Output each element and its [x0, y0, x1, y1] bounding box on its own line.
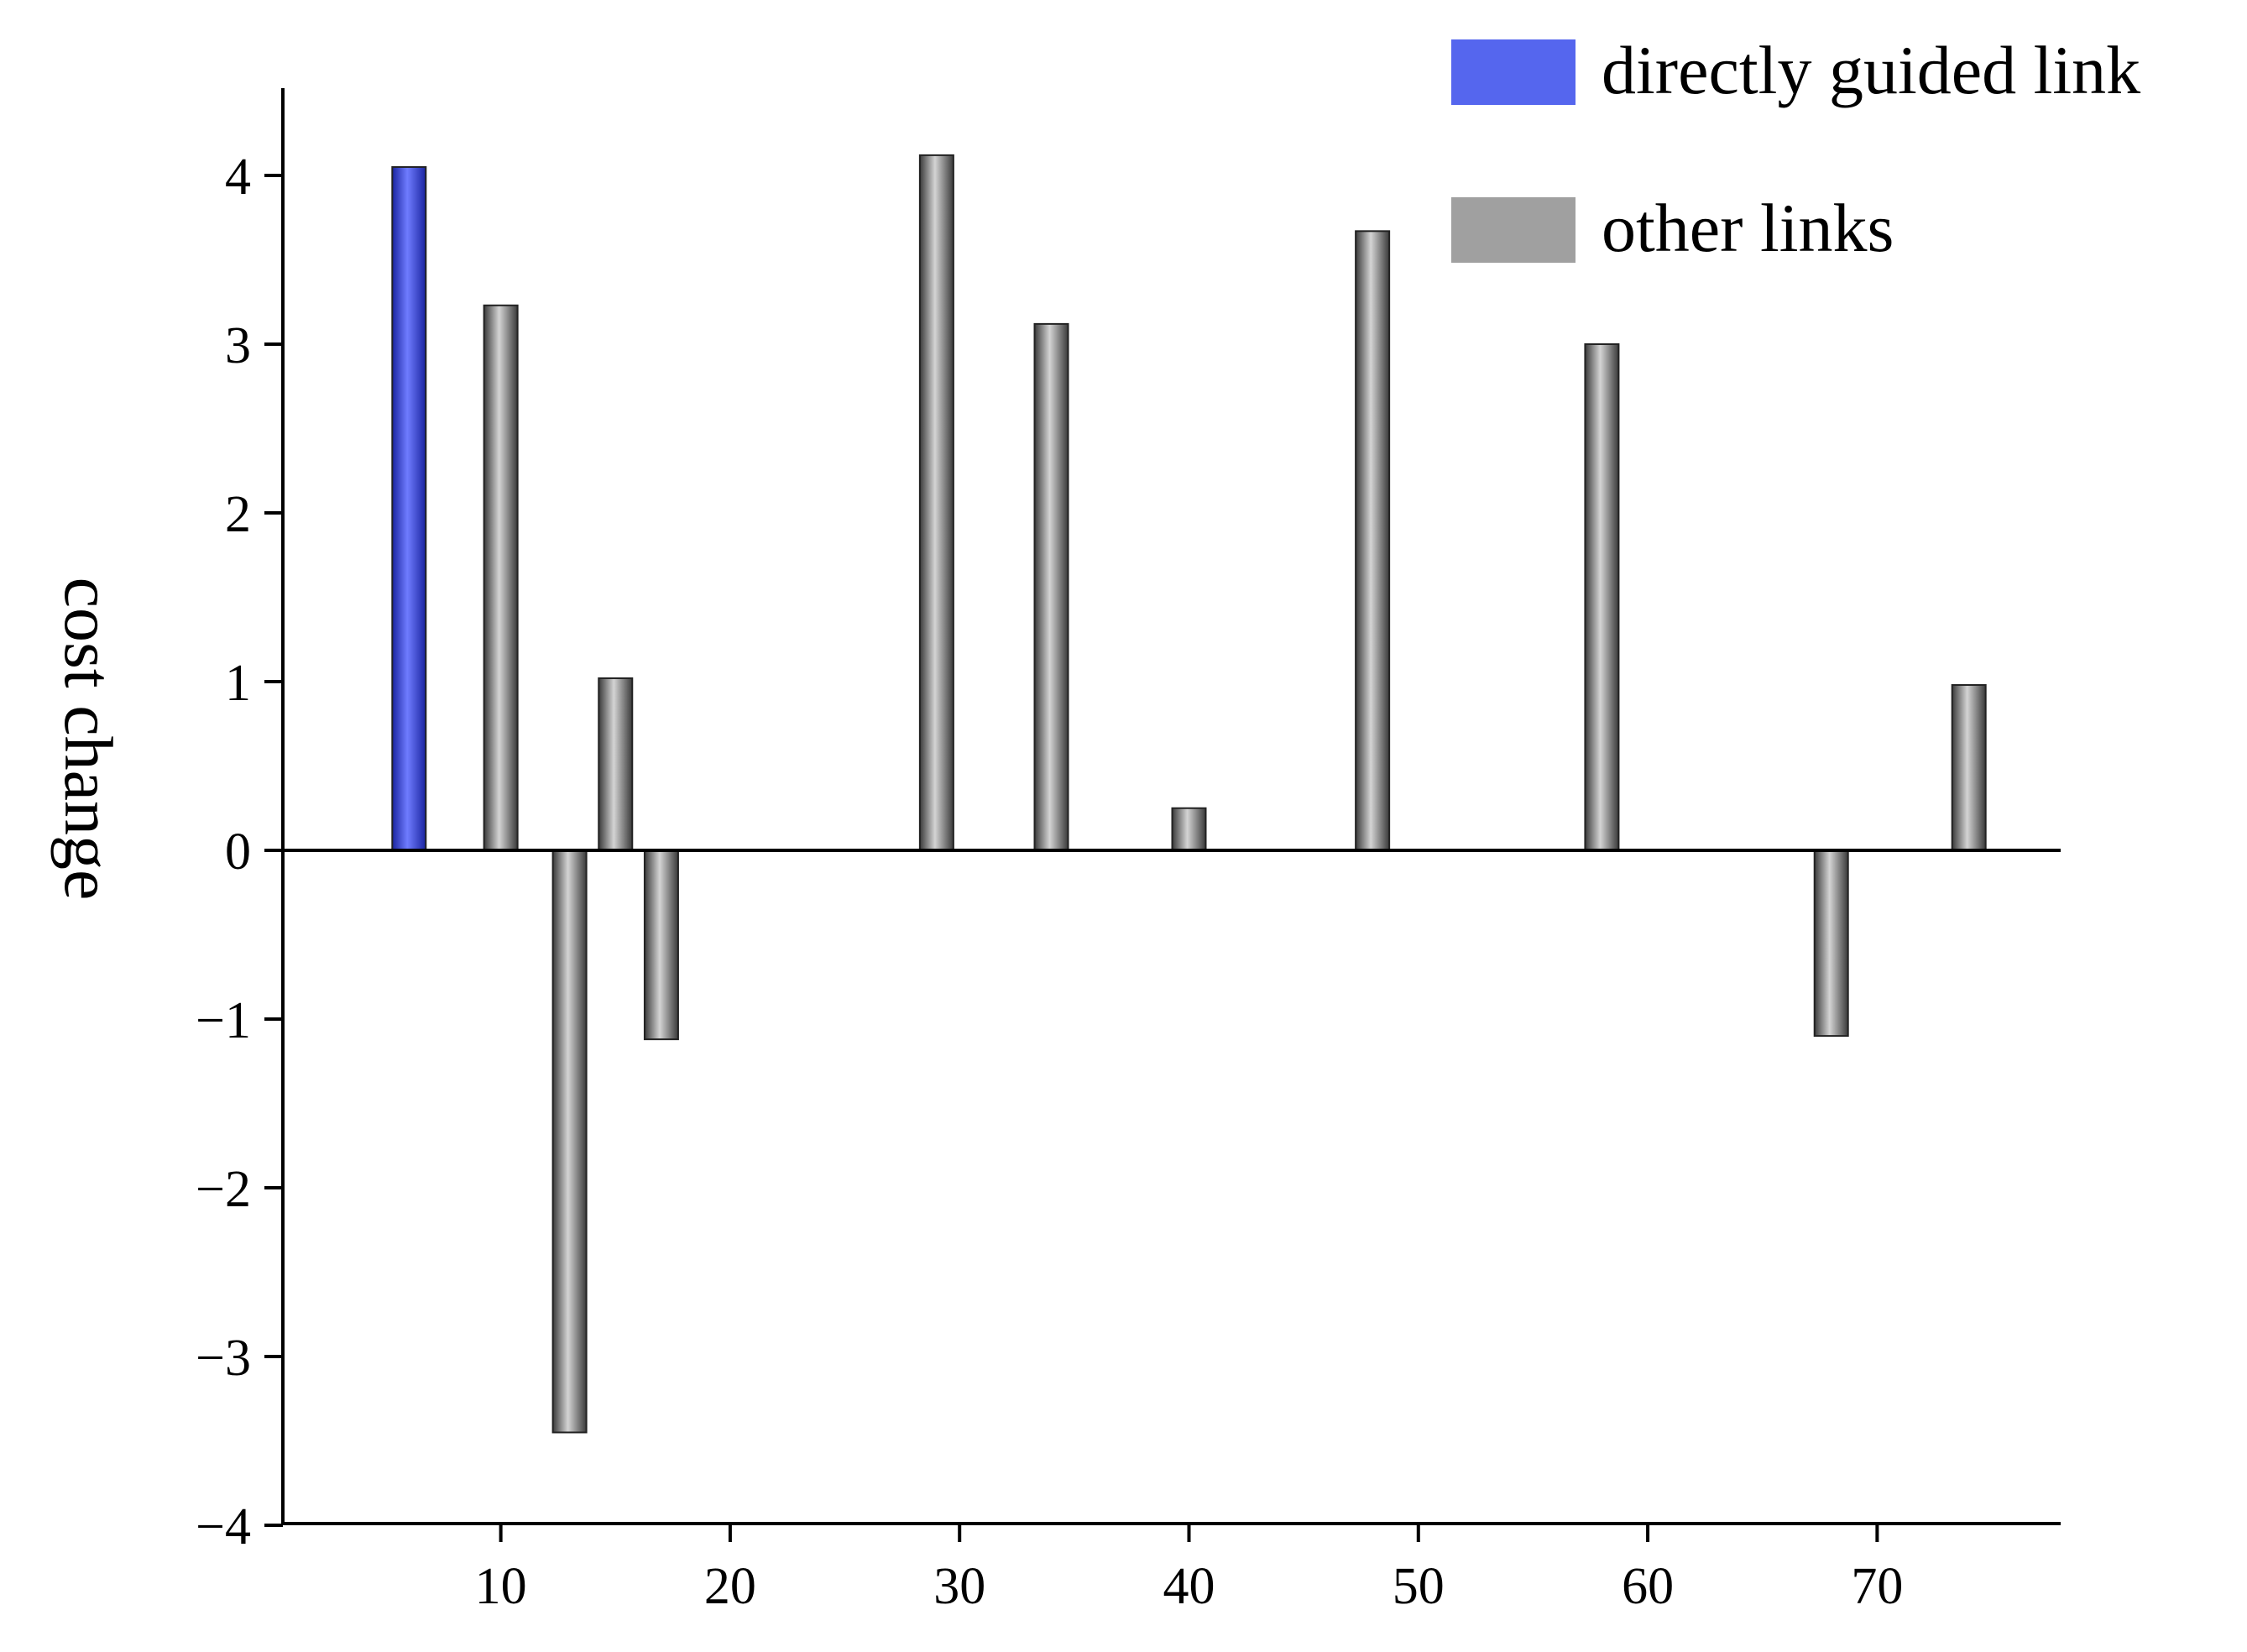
y-tick-label: 3	[225, 317, 251, 374]
bar-other-68	[1813, 850, 1849, 1038]
bar-other-17	[643, 850, 679, 1041]
bar-other-13	[551, 850, 588, 1434]
legend-label-other: other links	[1602, 190, 1894, 266]
bar-other-40	[1171, 807, 1207, 851]
y-tick-label: 0	[225, 823, 251, 881]
y-tick-label: 4	[225, 149, 251, 206]
axes-group	[281, 88, 2061, 1525]
x-tick-label: 10	[475, 1558, 527, 1615]
legend-label-guided: directly guided link	[1602, 32, 2140, 108]
y-tick-label: −1	[196, 992, 251, 1049]
legend: directly guided link other links	[1451, 32, 2140, 266]
legend-swatch-guided	[1451, 39, 1576, 105]
bar-other-48	[1355, 230, 1391, 851]
x-tick-label: 20	[704, 1558, 756, 1615]
x-tick-label: 60	[1622, 1558, 1674, 1615]
x-tick-label: 30	[933, 1558, 985, 1615]
bar-other-74	[1951, 684, 1987, 852]
ticks-group: −4 −3 −2 −1 0 1 2 3 4 10 20 30 40 50 60 70	[196, 149, 1903, 1615]
bars-group	[391, 154, 1987, 1434]
bar-other-15	[598, 677, 634, 851]
x-tick-label: 50	[1393, 1558, 1445, 1615]
y-tick-label: −4	[196, 1498, 251, 1555]
bar-other-10	[483, 304, 519, 851]
bar-other-34	[1033, 322, 1069, 851]
bar-other-29	[918, 154, 954, 851]
legend-swatch-other	[1451, 197, 1576, 263]
x-tick-label: 40	[1163, 1558, 1215, 1615]
bar-other-58	[1584, 343, 1620, 851]
y-tick-label: 1	[225, 655, 251, 712]
y-tick-label: −2	[196, 1161, 251, 1218]
y-axis-label: cost change	[50, 578, 127, 901]
y-tick-label: 2	[225, 486, 251, 543]
bar-guided-6	[391, 165, 427, 851]
y-tick-label: −3	[196, 1330, 251, 1387]
x-tick-label: 70	[1851, 1558, 1903, 1615]
